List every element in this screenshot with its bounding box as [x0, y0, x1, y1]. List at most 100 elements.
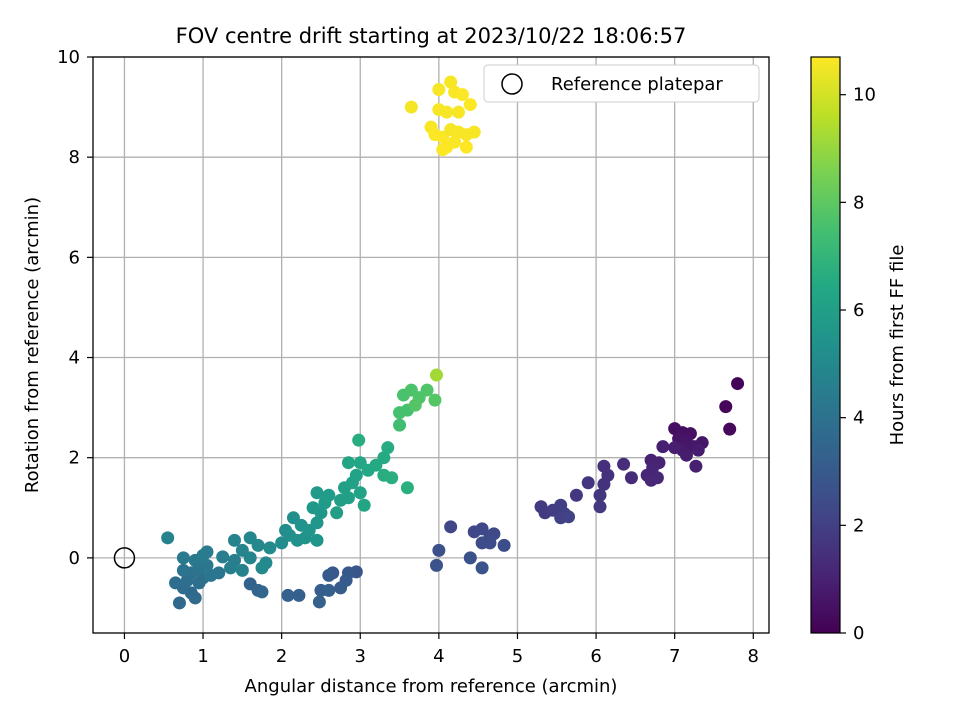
colorbar-label: Hours from first FF file — [887, 245, 908, 446]
data-point — [169, 576, 183, 590]
data-point — [475, 561, 489, 575]
data-point — [444, 520, 458, 534]
data-point — [679, 448, 693, 462]
data-point — [251, 538, 265, 552]
data-point — [430, 558, 444, 572]
data-point — [668, 441, 682, 455]
y-axis-label: Rotation from reference (arcmin) — [22, 197, 43, 493]
x-tick-label: 5 — [512, 646, 523, 667]
x-tick-label: 6 — [590, 646, 601, 667]
data-point — [176, 563, 190, 577]
data-point — [216, 550, 230, 564]
data-point — [385, 471, 399, 485]
data-point — [656, 440, 670, 454]
y-tick-label: 4 — [69, 348, 80, 369]
legend-label-reference: Reference platepar — [551, 74, 723, 95]
chart-title: FOV centre drift starting at 2023/10/22 … — [176, 24, 687, 48]
x-tick-label: 8 — [748, 646, 759, 667]
data-point — [322, 583, 336, 597]
legend-marker-reference — [501, 73, 523, 95]
data-point — [212, 566, 226, 580]
data-point — [322, 568, 336, 582]
data-point — [263, 541, 277, 555]
data-point — [440, 105, 454, 119]
y-tick-label: 6 — [69, 247, 80, 268]
data-point — [420, 383, 434, 397]
y-tick-label: 10 — [57, 47, 80, 68]
x-axis-label: Angular distance from reference (arcmin) — [245, 676, 618, 697]
data-point — [330, 506, 344, 520]
colorbar-tick-label: 10 — [853, 85, 876, 106]
y-tick-label: 0 — [69, 548, 80, 569]
data-point — [444, 75, 458, 89]
data-point — [259, 556, 273, 570]
data-point — [459, 140, 473, 154]
data-point — [353, 486, 367, 500]
x-tick-label: 7 — [669, 646, 680, 667]
data-point — [341, 491, 355, 505]
plot-area — [92, 56, 770, 634]
data-point — [432, 83, 446, 97]
data-point — [322, 488, 336, 502]
data-point — [341, 456, 355, 470]
y-tick-label: 2 — [69, 448, 80, 469]
data-point — [235, 563, 249, 577]
grid-lines — [93, 56, 769, 633]
x-tick-label: 1 — [197, 646, 208, 667]
data-point — [624, 471, 638, 485]
y-tick-label: 8 — [69, 147, 80, 168]
data-point — [200, 545, 214, 559]
colorbar-tick-label: 0 — [853, 623, 864, 644]
data-point — [467, 125, 481, 139]
legend-box — [483, 64, 760, 103]
x-axis-ticks: 0 1 2 3 4 5 6 7 8 — [119, 633, 759, 667]
reference-platepar-marker — [113, 547, 136, 569]
data-point — [404, 100, 418, 114]
data-point — [475, 522, 489, 536]
data-point — [224, 561, 238, 575]
data-point — [581, 476, 595, 490]
data-point — [281, 588, 295, 602]
data-point — [334, 581, 348, 595]
data-point — [176, 551, 190, 565]
data-point — [400, 481, 414, 495]
data-point — [719, 400, 733, 414]
data-point — [161, 531, 175, 545]
data-point — [310, 486, 324, 500]
x-tick-label: 3 — [355, 646, 366, 667]
data-point — [357, 498, 371, 512]
data-point — [312, 595, 326, 609]
data-point — [593, 500, 607, 514]
data-point — [349, 468, 363, 482]
data-point — [597, 477, 611, 491]
data-point — [428, 393, 442, 407]
data-point — [569, 488, 583, 502]
colorbar-gradient — [810, 56, 841, 634]
data-point — [617, 457, 631, 471]
data-point — [455, 88, 469, 102]
data-point — [644, 473, 658, 487]
x-tick-label: 0 — [119, 646, 130, 667]
data-point — [352, 433, 366, 447]
colorbar: 0 2 4 6 8 10 Hours from first FF file — [810, 56, 908, 644]
data-point — [483, 536, 497, 550]
data-point — [310, 533, 324, 547]
data-point — [497, 538, 511, 552]
y-axis-ticks: 0 2 4 6 8 10 — [57, 47, 93, 569]
data-point — [436, 143, 450, 157]
data-point — [463, 551, 477, 565]
data-point — [562, 510, 576, 524]
colorbar-tick-label: 4 — [853, 408, 864, 429]
data-point — [393, 418, 407, 432]
plot-frame — [92, 56, 770, 634]
legend: Reference platepar — [483, 64, 760, 103]
colorbar-tick-label: 6 — [853, 300, 864, 321]
colorbar-tick-label: 8 — [853, 192, 864, 213]
data-point — [243, 551, 257, 565]
colorbar-tick-label: 2 — [853, 515, 864, 536]
data-point — [381, 441, 395, 455]
data-point — [731, 377, 745, 391]
data-point — [593, 488, 607, 502]
data-point — [227, 533, 241, 547]
data-points — [161, 75, 745, 610]
